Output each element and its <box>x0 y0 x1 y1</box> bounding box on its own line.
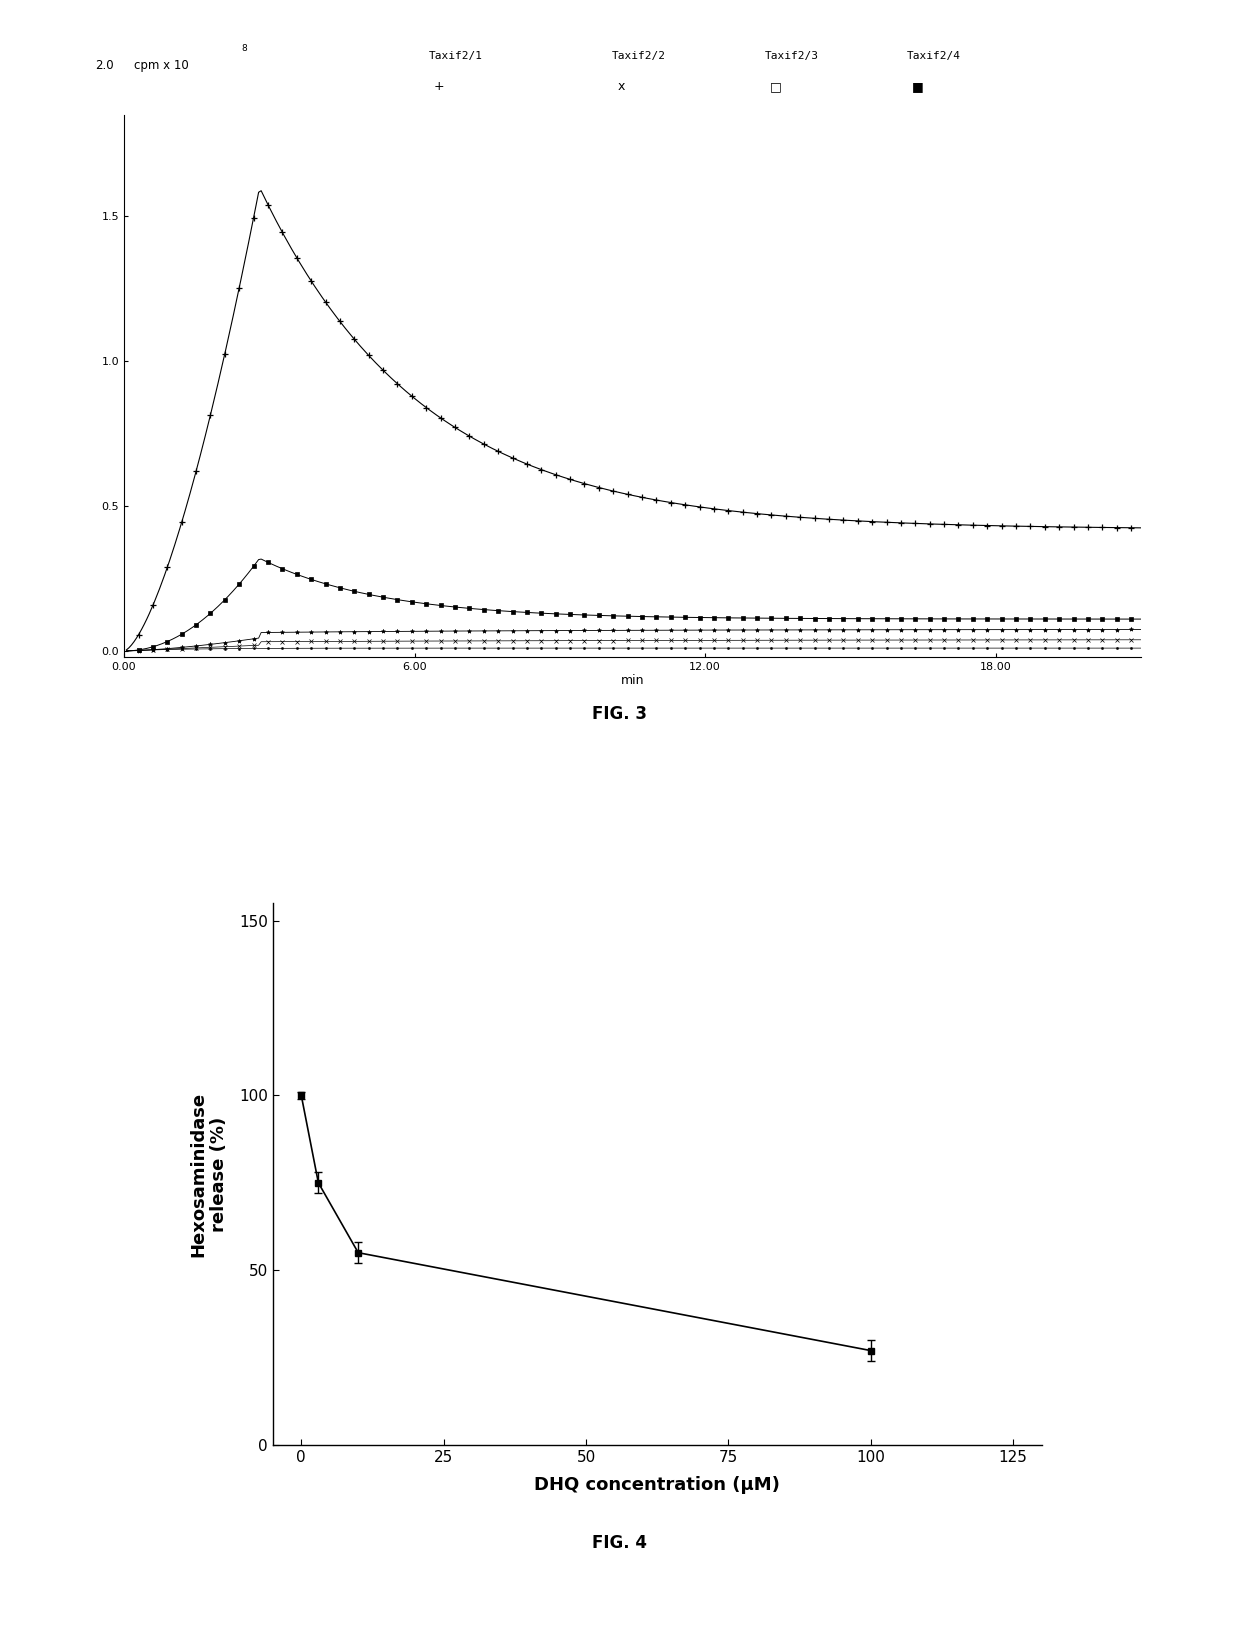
Text: FIG. 3: FIG. 3 <box>593 706 647 722</box>
Text: 8: 8 <box>241 44 247 53</box>
X-axis label: min: min <box>621 675 644 688</box>
Text: x: x <box>618 80 625 94</box>
Text: Taxif2/3: Taxif2/3 <box>765 51 818 61</box>
Text: 2.0: 2.0 <box>95 59 114 72</box>
Text: □: □ <box>770 80 781 94</box>
Text: ■: ■ <box>911 80 924 94</box>
X-axis label: DHQ concentration (μM): DHQ concentration (μM) <box>534 1476 780 1494</box>
Text: FIG. 4: FIG. 4 <box>593 1535 647 1552</box>
Text: Taxif2/2: Taxif2/2 <box>613 51 666 61</box>
Text: +: + <box>434 80 445 94</box>
Text: Taxif2/1: Taxif2/1 <box>429 51 484 61</box>
Text: cpm x 10: cpm x 10 <box>134 59 188 72</box>
Y-axis label: Hexosaminidase
release (%): Hexosaminidase release (%) <box>190 1092 228 1256</box>
Text: Taxif2/4: Taxif2/4 <box>906 51 961 61</box>
